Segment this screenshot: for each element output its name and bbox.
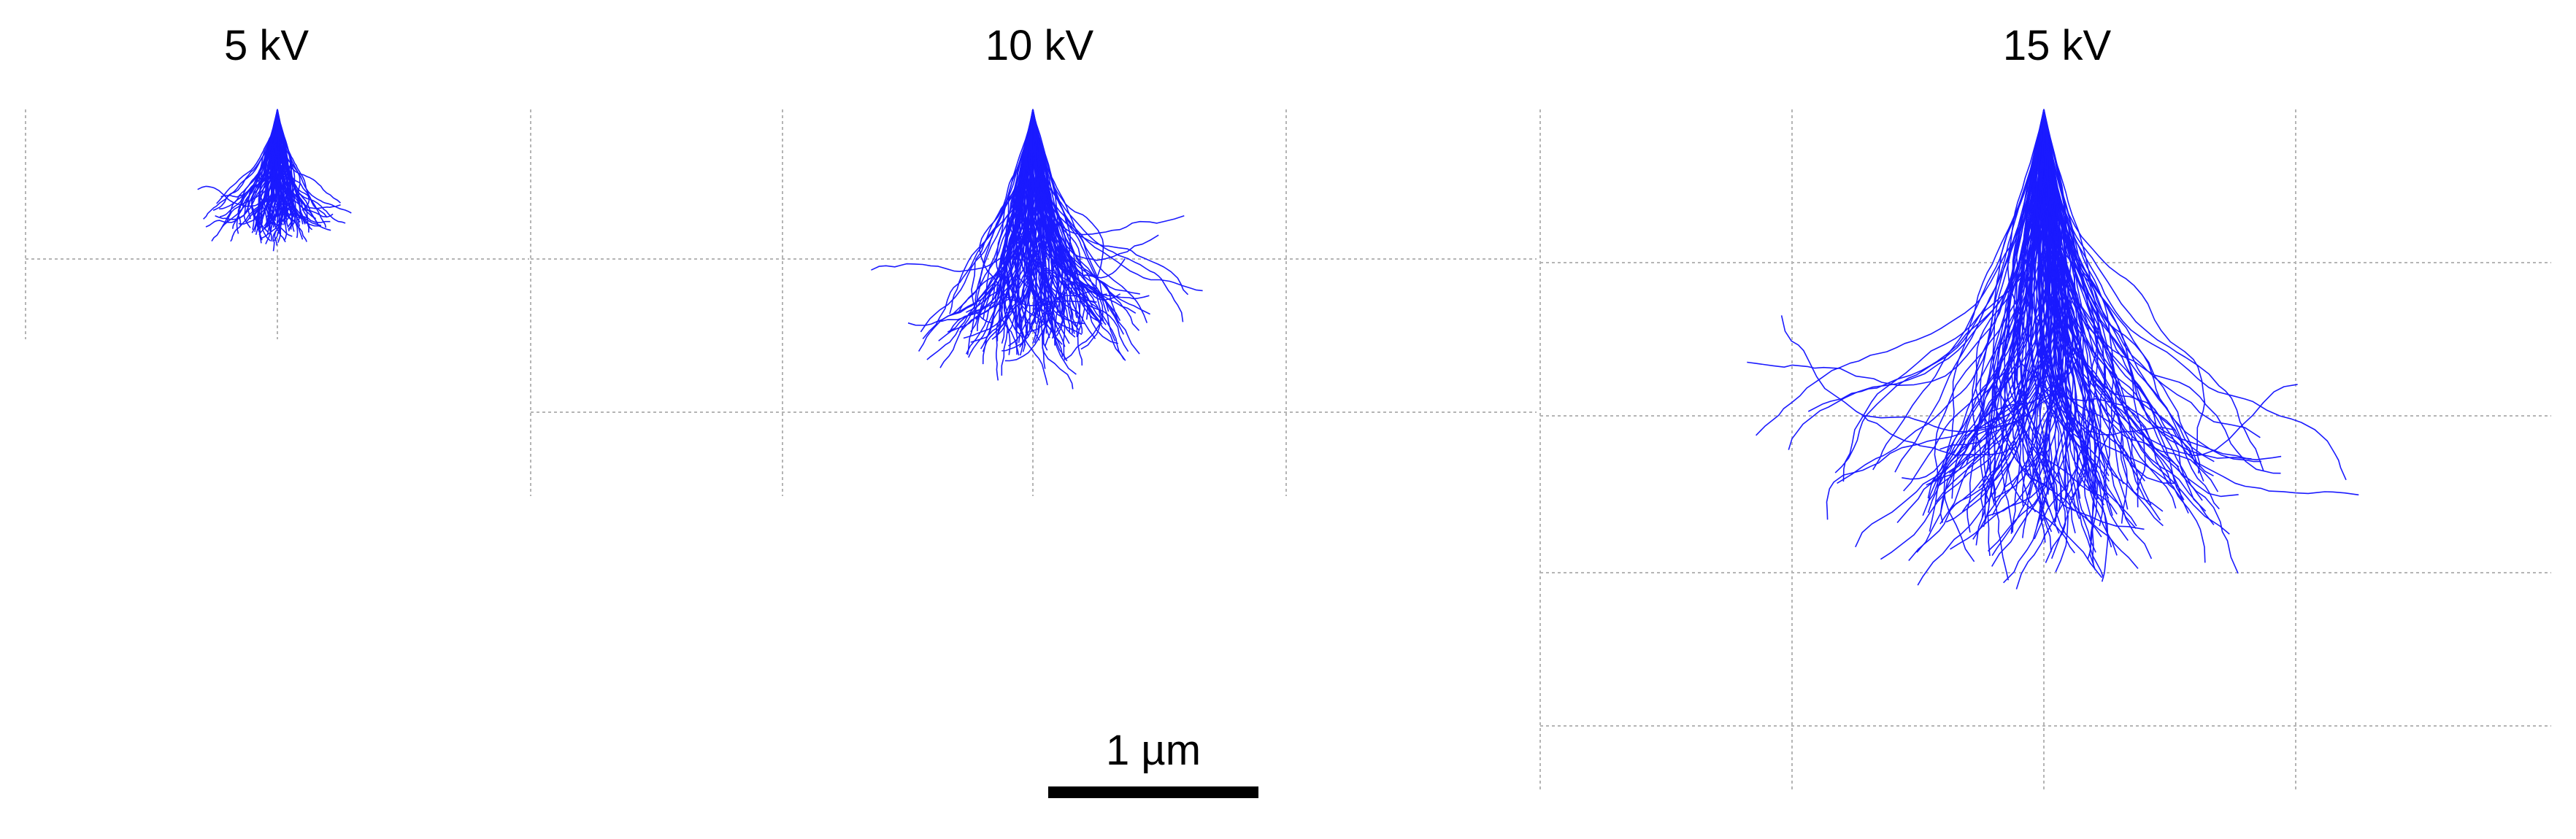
- electron-trajectory: [963, 109, 1042, 339]
- electron-trajectory: [2043, 109, 2203, 501]
- electron-trajectory: [2039, 109, 2050, 495]
- electron-trajectory: [1980, 109, 2045, 518]
- electron-trajectory: [2015, 109, 2045, 521]
- electron-trajectory: [1987, 109, 2045, 581]
- electron-trajectory: [230, 109, 278, 242]
- electron-trajectory: [2043, 109, 2105, 506]
- electron-trajectory: [1006, 109, 1034, 332]
- electron-trajectory: [987, 109, 1034, 336]
- electron-trajectory: [2039, 109, 2137, 527]
- scale-bar-label: 1 µm: [1105, 727, 1202, 774]
- electron-trajectory: [277, 109, 331, 223]
- electron-trajectory: [1032, 109, 1080, 338]
- electron-trajectory: [2040, 109, 2096, 553]
- electron-trajectory: [1032, 109, 1137, 314]
- trajectory-group-2: [871, 109, 1203, 390]
- electron-trajectory: [1032, 109, 1064, 339]
- panel-title-10kv: 10 kV: [985, 22, 1094, 69]
- trajectory-group-1: [197, 109, 352, 252]
- electron-trajectory: [1927, 109, 2045, 513]
- electron-trajectory: [918, 109, 1034, 352]
- electron-trajectory: [1807, 109, 2045, 412]
- electron-trajectory: [264, 109, 278, 228]
- electron-trajectory: [1032, 109, 1118, 344]
- electron-trajectory: [1032, 109, 1104, 322]
- panel-title-5kv: 5 kV: [223, 22, 309, 69]
- electron-trajectory: [871, 109, 1034, 272]
- electron-trajectory: [996, 109, 1034, 341]
- electron-trajectory: [1931, 109, 2045, 484]
- electron-trajectory: [1917, 109, 2045, 586]
- electron-trajectory: [2043, 109, 2239, 498]
- trajectory-layer: [197, 109, 2359, 589]
- electron-trajectory: [2038, 109, 2220, 510]
- electron-trajectory: [277, 109, 288, 230]
- electron-trajectory: [2043, 109, 2189, 514]
- electron-trajectory: [2043, 109, 2180, 468]
- electron-trajectory: [1972, 109, 2058, 540]
- electron-trajectory: [1939, 109, 2058, 523]
- electron-trajectory: [2043, 109, 2129, 510]
- electron-trajectory: [1012, 109, 1040, 341]
- electron-trajectory: [1922, 109, 2045, 516]
- electron-trajectory: [970, 109, 1036, 343]
- electron-trajectory: [2043, 109, 2113, 516]
- electron-trajectory: [203, 109, 278, 220]
- electron-trajectory: [1861, 109, 2052, 456]
- electron-trajectory: [1023, 109, 1064, 322]
- electron-trajectory: [1872, 109, 2045, 471]
- electron-trajectory: [1032, 109, 1066, 360]
- electron-trajectory: [1032, 109, 1189, 295]
- panel-title-15kv: 15 kV: [2002, 22, 2112, 69]
- electron-trajectory: [1032, 109, 1185, 236]
- electron-trajectory: [2043, 109, 2214, 477]
- electron-trajectory: [947, 109, 1034, 333]
- electron-trajectory: [2027, 109, 2145, 530]
- electron-trajectory: [2043, 109, 2298, 457]
- electron-trajectory: [1032, 109, 1140, 331]
- electron-trajectory: [2043, 109, 2264, 471]
- electron-trajectory: [1007, 109, 1037, 348]
- electron-trajectory: [277, 109, 328, 218]
- electron-trajectory: [2043, 109, 2347, 481]
- electron-trajectory: [1837, 109, 2045, 484]
- trajectory-group-3: [1747, 109, 2359, 589]
- electron-trajectory: [277, 109, 341, 209]
- electron-trajectory: [277, 109, 318, 225]
- electron-trajectory: [1027, 109, 1068, 362]
- electron-trajectory: [1939, 109, 2083, 450]
- electron-trajectory: [2022, 109, 2066, 538]
- scale-bar: [1048, 786, 1258, 798]
